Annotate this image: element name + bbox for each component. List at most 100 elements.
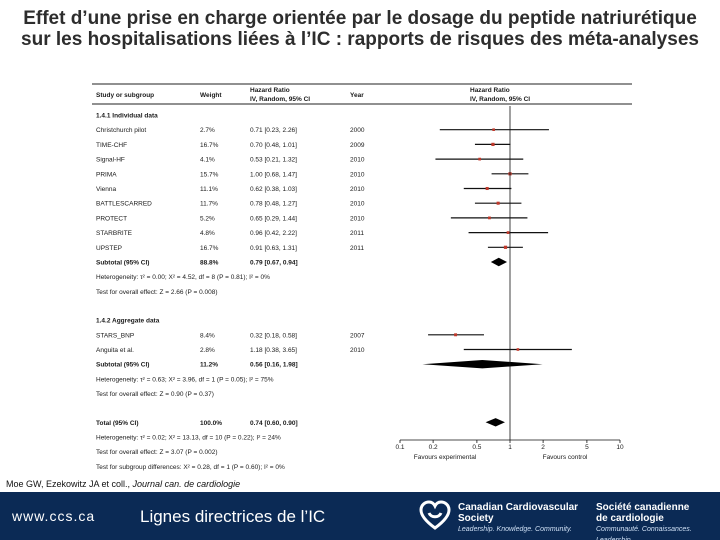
org-en-line2: Society — [458, 513, 494, 524]
study-weight: 11.7% — [200, 201, 218, 208]
x-tick-label: 0.2 — [429, 444, 438, 451]
col-header-ratio-line1: Hazard Ratio — [250, 87, 290, 94]
study-ci-text: 0.65 [0.29, 1.44] — [250, 215, 297, 222]
study-year: 2010 — [350, 347, 365, 354]
stat-note: Test for overall effect: Z = 0.90 (P = 0… — [96, 391, 214, 398]
study-weight: 11.1% — [200, 186, 218, 193]
org-en-tagline: Leadership. Knowledge. Community. — [458, 526, 572, 533]
study-year: 2010 — [350, 157, 365, 164]
study-year: 2010 — [350, 215, 365, 222]
study-point-estimate — [488, 216, 491, 220]
ccs-logo-text-en: Canadian Cardiovascular Society Leadersh… — [458, 502, 578, 535]
study-year: 2000 — [350, 127, 365, 134]
study-label: Vienna — [96, 186, 117, 193]
org-fr-tagline: Communauté. Connaissances. Leadership. — [596, 526, 692, 540]
study-year: 2010 — [350, 201, 365, 208]
org-fr-line1: Société canadienne — [596, 502, 690, 513]
study-point-estimate — [454, 333, 458, 337]
stat-note: Test for overall effect: Z = 3.07 (P = 0… — [96, 449, 218, 456]
subgroup-header: 1.4.1 Individual data — [96, 113, 158, 120]
x-tick-label: 2 — [541, 444, 545, 451]
footer-guideline-title: Lignes directrices de l’IC — [140, 507, 326, 526]
study-ci-text: 0.53 [0.21, 1.32] — [250, 157, 297, 164]
study-ci-text: 1.18 [0.38, 3.65] — [250, 347, 297, 354]
org-fr-line2: de cardiologie — [596, 513, 664, 524]
study-ci-text: 0.70 [0.48, 1.01] — [250, 142, 297, 149]
subgroup-header: 1.4.2 Aggregate data — [96, 318, 160, 325]
footer-url-link[interactable]: www.ccs.ca — [12, 508, 96, 524]
study-point-estimate — [491, 142, 495, 147]
col-header-year: Year — [350, 92, 364, 99]
stat-note: Heterogeneity: τ² = 0.02; X² = 13.13, df… — [96, 435, 281, 442]
favours-right-label: Favours control — [543, 454, 588, 461]
study-weight: 4.1% — [200, 157, 215, 164]
study-year: 2007 — [350, 332, 365, 339]
org-en-line1: Canadian Cardiovascular — [458, 502, 579, 513]
study-label: Signal-HF — [96, 157, 125, 164]
study-weight: 16.7% — [200, 142, 219, 149]
study-weight: 5.2% — [200, 215, 215, 222]
citation-authors: Moe GW, Ezekowitz JA et coll., — [6, 479, 133, 489]
study-weight: 16.7% — [200, 245, 219, 252]
col-header-weight: Weight — [200, 92, 222, 99]
ccs-logo-text-fr: Société canadienne de cardiologie Commun… — [596, 502, 720, 540]
subtotal-diamond — [490, 257, 508, 267]
citation-journal: Journal can. de cardiologie — [132, 479, 241, 489]
subtotal-ci-text: 0.79 [0.67, 0.94] — [250, 260, 298, 267]
study-point-estimate — [496, 201, 500, 205]
study-label: STARBRITE — [96, 230, 133, 237]
study-year: 2010 — [350, 186, 365, 193]
col-header-study: Study or subgroup — [96, 92, 154, 99]
slide-title: Effet d’une prise en charge orientée par… — [21, 8, 699, 50]
study-weight: 8.4% — [200, 332, 215, 339]
study-point-estimate — [503, 245, 508, 249]
subtotal-weight: 88.8% — [200, 260, 219, 267]
study-weight: 15.7% — [200, 171, 219, 178]
study-weight: 4.8% — [200, 230, 215, 237]
stat-note: Test for overall effect: Z = 2.66 (P = 0… — [96, 289, 218, 296]
stat-note: Test for subgroup differences: X² = 0.28… — [96, 464, 285, 471]
x-tick-label: 10 — [616, 444, 624, 451]
x-tick-label: 5 — [585, 444, 589, 451]
study-ci-text: 1.00 [0.68, 1.47] — [250, 171, 297, 178]
footer-bar: www.ccs.ca Lignes directrices de l’IC Ca… — [0, 492, 720, 540]
study-ci-text: 0.71 [0.23, 2.26] — [250, 127, 297, 134]
study-label: STARS_BNP — [96, 332, 134, 339]
col-header-ratio-line2: IV, Random, 95% CI — [250, 96, 310, 103]
study-year: 2010 — [350, 171, 365, 178]
stat-note: Heterogeneity: τ² = 0.00; X² = 4.52, df … — [96, 274, 270, 281]
forest-plot: Study or subgroup Weight Hazard Ratio IV, R… — [92, 83, 632, 471]
study-label: BATTLESCARRED — [96, 201, 152, 208]
study-ci-text: 0.78 [0.48, 1.27] — [250, 201, 297, 208]
study-year: 2011 — [350, 245, 364, 252]
total-diamond — [485, 418, 505, 427]
study-label: Anguita et al. — [96, 347, 134, 354]
citation: Moe GW, Ezekowitz JA et coll., Journal c… — [6, 479, 240, 489]
heart-ribbon-icon — [419, 500, 451, 530]
study-label: Christchurch pilot — [96, 127, 146, 134]
study-weight: 2.7% — [200, 127, 215, 134]
favours-left-label: Favours experimental — [414, 454, 477, 461]
stat-note: Heterogeneity: τ² = 0.63; X² = 3.96, df … — [96, 376, 274, 383]
study-ci-text: 0.91 [0.63, 1.31] — [250, 245, 297, 252]
study-point-estimate — [516, 348, 520, 351]
study-point-estimate — [485, 186, 489, 191]
x-tick-label: 1 — [508, 444, 512, 451]
total-ci-text: 0.74 [0.60, 0.90] — [250, 420, 298, 427]
study-label: TIME-CHF — [96, 142, 127, 149]
subtotal-label: Subtotal (95% CI) — [96, 362, 149, 369]
subtotal-label: Subtotal (95% CI) — [96, 260, 149, 267]
study-label: UPSTEP — [96, 245, 122, 252]
study-ci-text: 0.62 [0.38, 1.03] — [250, 186, 297, 193]
study-year: 2011 — [350, 230, 364, 237]
total-label: Total (95% CI) — [96, 420, 139, 427]
x-tick-label: 0.1 — [395, 444, 404, 451]
study-label: PROTECT — [96, 215, 127, 222]
subtotal-weight: 11.2% — [200, 362, 218, 369]
total-weight: 100.0% — [200, 420, 222, 427]
study-weight: 2.8% — [200, 347, 215, 354]
study-label: PRIMA — [96, 171, 117, 178]
subtotal-ci-text: 0.56 [0.16, 1.98] — [250, 362, 298, 369]
col-header-plot-line2: IV, Random, 95% CI — [470, 96, 530, 103]
col-header-plot-line1: Hazard Ratio — [470, 87, 510, 94]
